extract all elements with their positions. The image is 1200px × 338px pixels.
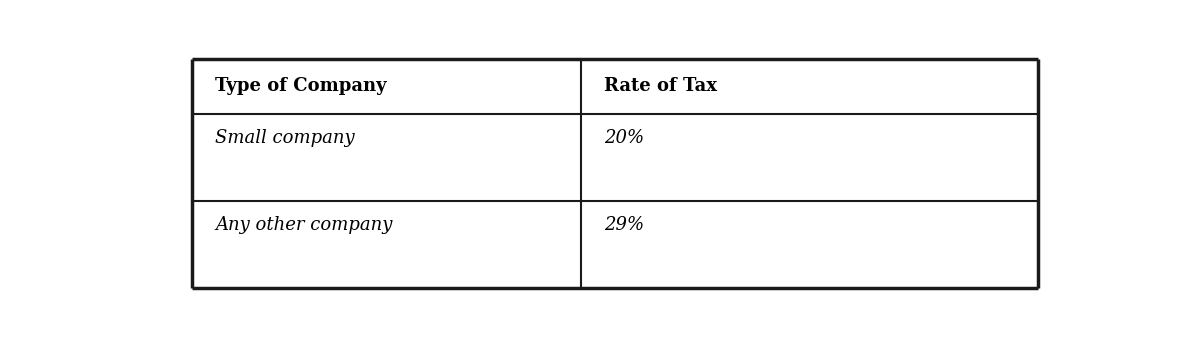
Text: Type of Company: Type of Company [215, 77, 386, 95]
Text: Small company: Small company [215, 129, 355, 147]
Text: 29%: 29% [605, 216, 644, 234]
Text: 20%: 20% [605, 129, 644, 147]
Text: Rate of Tax: Rate of Tax [605, 77, 718, 95]
Text: Any other company: Any other company [215, 216, 392, 234]
